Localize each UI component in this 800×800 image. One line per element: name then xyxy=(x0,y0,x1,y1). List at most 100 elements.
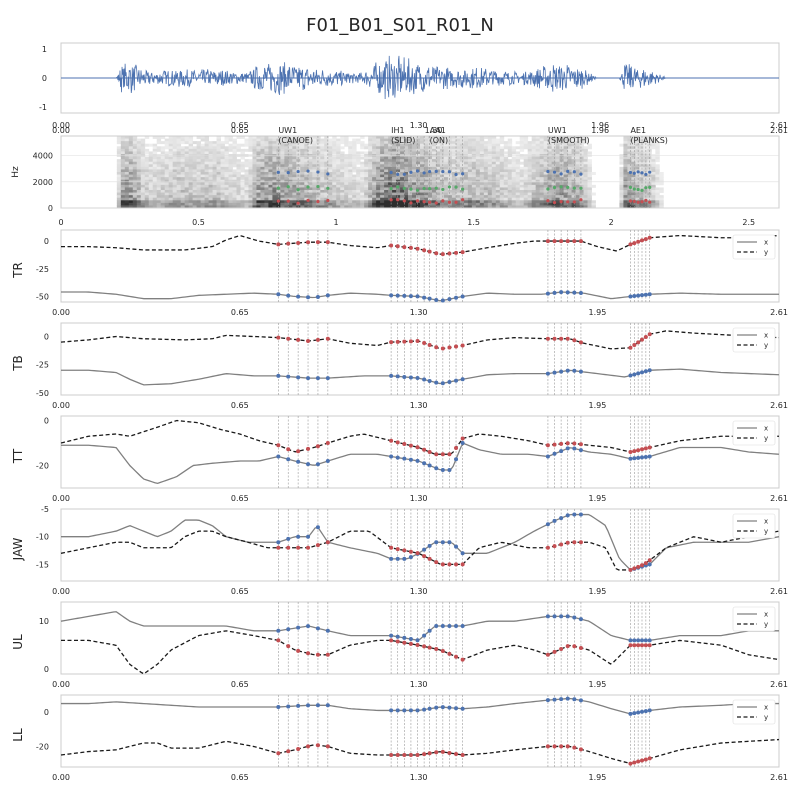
spectrogram-cell xyxy=(475,174,481,178)
spectrogram-cell xyxy=(563,187,568,191)
spectrogram-cell xyxy=(388,136,393,139)
spectrogram-cell xyxy=(252,195,257,199)
spectrogram-cell xyxy=(623,174,628,178)
spectrogram-cell xyxy=(547,138,553,142)
spectrogram-cell xyxy=(336,184,341,188)
spectrogram-cell xyxy=(188,156,194,160)
spectrogram-cell xyxy=(535,141,541,145)
spectrogram-cell xyxy=(324,182,329,186)
spectrogram-cell xyxy=(304,161,309,165)
spectrogram-cell xyxy=(435,136,441,139)
spectrogram-cell xyxy=(328,187,333,191)
spectrogram-cell xyxy=(420,195,425,199)
spectrogram-cell xyxy=(511,174,517,178)
spectrogram-cell xyxy=(427,164,433,168)
spectrogram-cell xyxy=(288,179,293,183)
spectrogram-cell xyxy=(256,205,261,209)
spectrogram-cell xyxy=(324,202,329,206)
spectrogram-cell xyxy=(467,136,473,139)
spectrogram-cell xyxy=(400,184,405,188)
spectrogram-cell xyxy=(328,200,333,204)
spectrogram-cell xyxy=(388,202,393,206)
spectrogram-cell xyxy=(176,192,182,196)
spectrogram-cell xyxy=(471,156,477,160)
spectrogram-cell xyxy=(232,156,237,160)
spectrogram-cell xyxy=(435,143,441,147)
spectrogram-cell xyxy=(523,187,529,191)
spectrogram-cell xyxy=(168,172,174,175)
spectrogram-cell xyxy=(623,136,628,139)
x-marker xyxy=(636,710,641,715)
spectrogram-cell xyxy=(280,184,285,188)
spectrogram-cell xyxy=(356,141,361,145)
spectrogram-cell xyxy=(483,174,489,178)
spectrogram-cell xyxy=(420,205,425,209)
spectrogram-cell xyxy=(292,172,297,175)
spectrogram-cell xyxy=(356,195,361,199)
spectrogram-cell xyxy=(292,138,297,142)
spectrogram-cell xyxy=(304,187,309,191)
segment-label: IH1 xyxy=(391,126,404,135)
spectrogram-cell xyxy=(168,200,174,204)
spectrogram-cell xyxy=(491,169,497,173)
spectrogram-cell xyxy=(451,192,457,196)
spectrogram-cell xyxy=(364,202,369,206)
spectrogram-cell xyxy=(551,195,557,199)
spectrogram-cell xyxy=(280,177,285,181)
spectrogram-cell xyxy=(260,146,265,150)
x-marker xyxy=(296,375,301,380)
spectrogram-cell xyxy=(296,197,301,201)
spectrogram-cell xyxy=(507,202,513,206)
spectrogram-cell xyxy=(188,143,194,147)
spectrogram-cell xyxy=(376,182,381,186)
spectrogram-cell xyxy=(316,141,321,145)
spectrogram-cell xyxy=(372,177,377,181)
spectrogram-cell xyxy=(651,202,656,206)
spectrogram-cell xyxy=(479,192,485,196)
spectrogram-cell xyxy=(348,190,353,193)
spectrogram-cell xyxy=(356,192,361,196)
spectrogram-cell xyxy=(324,190,329,193)
y-marker xyxy=(440,252,445,257)
spectrogram-cell xyxy=(388,138,393,142)
x-marker xyxy=(640,370,645,375)
spectrogram-cell xyxy=(619,184,624,188)
spectrogram-cell xyxy=(224,202,229,206)
spectrogram-cell xyxy=(483,192,489,196)
spectrogram-cell xyxy=(639,146,644,150)
spectrogram-cell xyxy=(543,200,549,204)
spectrogram-cell xyxy=(507,151,513,155)
spectrogram-cell xyxy=(188,164,194,168)
spectrogram-cell xyxy=(348,197,353,201)
spectrogram-cell xyxy=(152,197,158,201)
spectrogram-cell xyxy=(475,166,481,170)
x-marker xyxy=(565,513,570,518)
spectrogram-cell xyxy=(495,166,501,170)
spectrogram-cell xyxy=(128,172,134,175)
spectrogram-cell xyxy=(324,177,329,181)
spectrogram-cell xyxy=(224,161,229,165)
spectrogram-cell xyxy=(320,141,325,145)
spectrogram-cell xyxy=(324,156,329,160)
spectrogram-cell xyxy=(639,156,644,160)
spectrogram-cell xyxy=(527,205,533,209)
spectrogram-cell xyxy=(567,190,572,193)
spectrogram-cell xyxy=(575,138,580,142)
formant-point xyxy=(415,199,420,203)
spectrogram-cell xyxy=(116,182,122,186)
spectrogram-cell xyxy=(344,169,349,173)
spectrogram-cell xyxy=(148,200,154,204)
spectrogram-cell xyxy=(216,197,221,201)
spectrogram-cell xyxy=(264,182,269,186)
spectrogram-cell xyxy=(412,200,417,204)
spectrogram-cell xyxy=(427,138,433,142)
spectrogram-cell xyxy=(364,205,369,209)
y-marker xyxy=(389,438,394,443)
spectrogram-cell xyxy=(336,141,341,145)
spectrogram-cell xyxy=(340,197,345,201)
spectrogram-cell xyxy=(547,195,553,199)
spectrogram-cell xyxy=(511,179,517,183)
spectrogram-cell xyxy=(360,136,365,139)
spectrogram-cell xyxy=(539,141,545,145)
spectrogram-cell xyxy=(288,148,293,152)
